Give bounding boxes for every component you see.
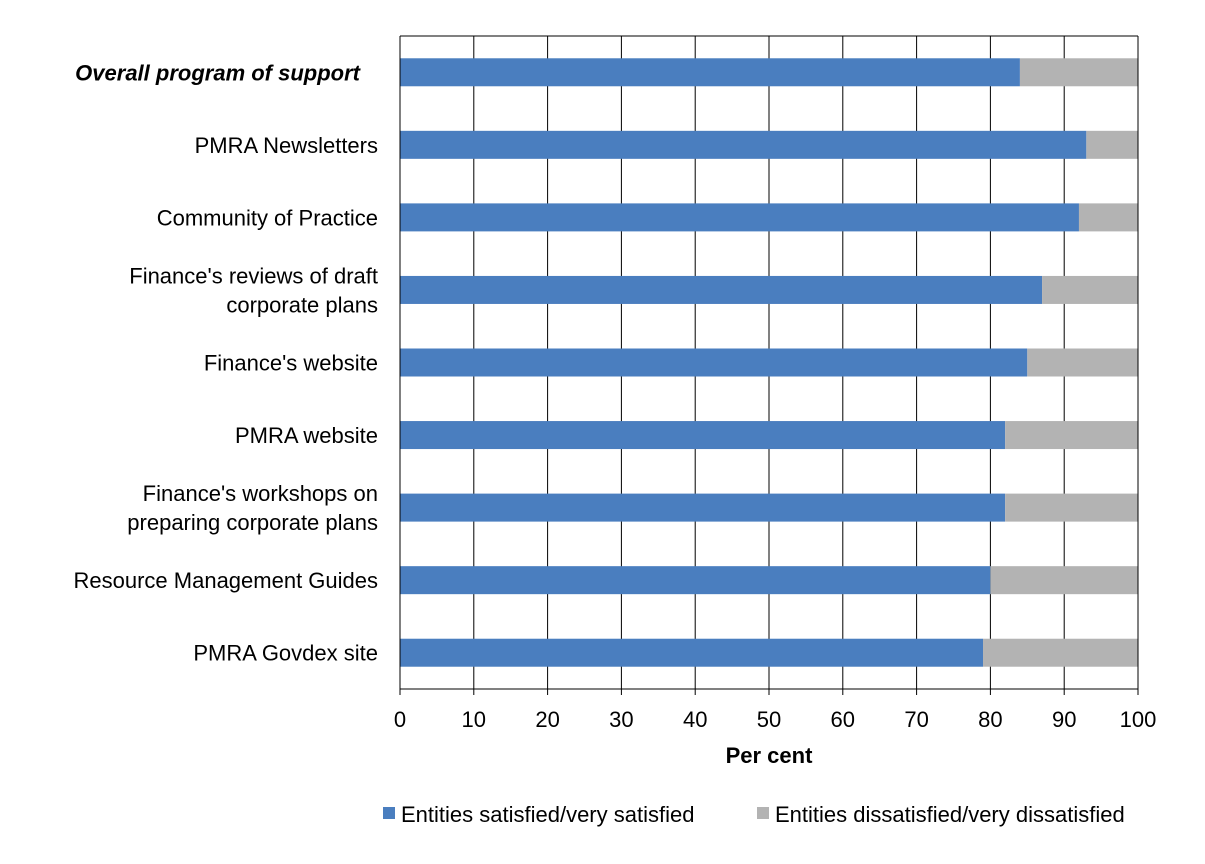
bar-satisfied	[400, 58, 1020, 87]
x-tick-label: 50	[757, 707, 781, 732]
x-tick-label: 40	[683, 707, 707, 732]
bar-satisfied	[400, 203, 1079, 232]
category-label: Finance's website	[204, 351, 378, 376]
legend-swatch	[757, 807, 769, 819]
x-tick-label: 100	[1120, 707, 1157, 732]
bar-satisfied	[400, 638, 984, 667]
category-label: Community of Practice	[157, 205, 378, 230]
bar-satisfied	[400, 130, 1087, 159]
bar-dissatisfied	[1019, 58, 1138, 87]
bar-dissatisfied	[990, 566, 1138, 595]
bar-dissatisfied	[983, 638, 1138, 667]
x-tick-label: 60	[831, 707, 855, 732]
x-tick-label: 30	[609, 707, 633, 732]
bar-dissatisfied	[1042, 275, 1138, 304]
bar-satisfied	[400, 275, 1043, 304]
bar-satisfied	[400, 493, 1006, 522]
bar-dissatisfied	[1005, 421, 1138, 450]
x-tick-label: 70	[904, 707, 928, 732]
category-label: Resource Management Guides	[74, 568, 379, 593]
x-tick-label: 10	[462, 707, 486, 732]
legend-label: Entities dissatisfied/very dissatisfied	[775, 802, 1125, 827]
bar-dissatisfied	[1078, 203, 1138, 232]
category-label: preparing corporate plans	[127, 510, 378, 535]
category-label: PMRA Govdex site	[193, 641, 378, 666]
legend: Entities satisfied/very satisfied Entitie…	[383, 802, 1125, 827]
category-label: Finance's workshops on	[143, 481, 378, 506]
category-labels: Overall program of support PMRA Newslette…	[74, 60, 379, 665]
bar-dissatisfied	[1086, 130, 1138, 159]
bar-satisfied	[400, 421, 1006, 450]
category-label: Overall program of support	[75, 60, 361, 85]
legend-swatch	[383, 807, 395, 819]
category-label: Finance's reviews of draft	[129, 263, 378, 288]
x-tick-label: 80	[978, 707, 1002, 732]
bar-dissatisfied	[1005, 493, 1138, 522]
bars	[400, 58, 1138, 667]
bar-satisfied	[400, 566, 991, 595]
legend-label: Entities satisfied/very satisfied	[401, 802, 694, 827]
x-tick-label: 0	[394, 707, 406, 732]
x-tick-label: 90	[1052, 707, 1076, 732]
x-tick-labels: 0 10 20 30 40 50 60 70 80 90 100	[394, 707, 1156, 732]
x-tick-label: 20	[535, 707, 559, 732]
category-label: corporate plans	[226, 292, 378, 317]
bar-satisfied	[400, 348, 1028, 377]
category-label: PMRA website	[235, 423, 378, 448]
plot-frame	[399, 35, 1139, 690]
bar-dissatisfied	[1027, 348, 1138, 377]
x-axis-title: Per cent	[726, 743, 813, 768]
category-label: PMRA Newsletters	[195, 133, 378, 158]
